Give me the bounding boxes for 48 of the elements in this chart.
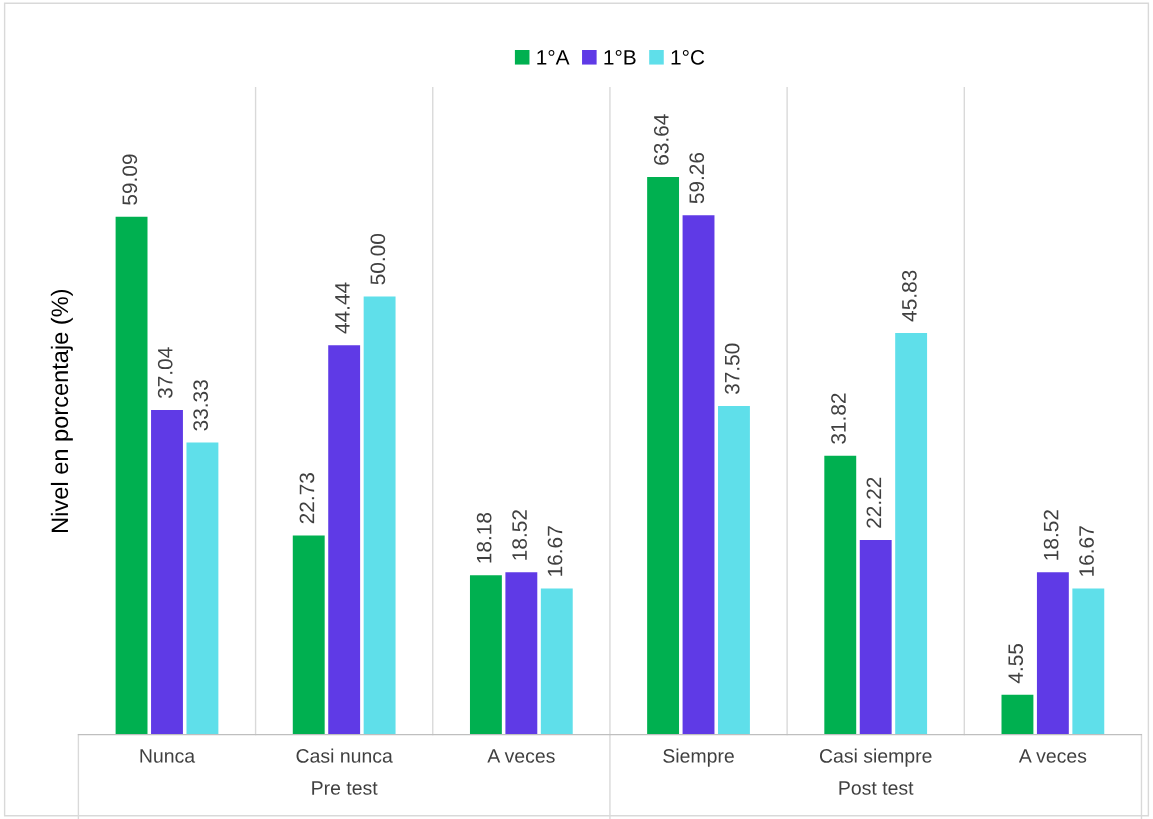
bar [1036,572,1069,735]
data-label: 45.83 [901,270,917,322]
data-label: 63.64 [653,114,669,165]
bar [363,296,396,735]
bar [328,345,361,735]
text: Post test [839,781,914,795]
bar [186,442,219,735]
bar [718,405,750,735]
data-label: 22.22 [866,477,882,528]
x-tick-label: Casi siempre [819,748,932,767]
data-label: 44.44 [335,282,350,334]
y-axis-title: Nivel en porcentaje (%) [50,289,73,532]
bar [682,215,715,735]
data-label: 33.33 [193,380,209,431]
data-label: 31.82 [831,393,846,444]
text: Pre test [312,781,378,795]
data-label: 59.26 [689,152,705,204]
x-tick-label: Siempre [663,748,734,767]
bar [292,535,325,735]
data-label: 18.52 [512,510,527,560]
data-label: 50.00 [370,233,386,285]
bar [151,410,183,735]
bar [859,539,892,735]
bar [1072,588,1105,735]
data-label: 37.50 [724,343,740,395]
data-label: 18.18 [476,512,492,563]
bar [647,176,680,735]
bar [115,216,148,735]
legend-label: 1°C [671,50,705,65]
data-label: 18.52 [1043,510,1059,560]
x-tick-label: Casi nunca [296,748,393,763]
data-label: 4.55 [1008,643,1024,684]
data-label: 22.73 [299,473,315,524]
legend-label: 1°B [604,50,636,65]
bar [1001,694,1034,735]
x-tick-label: Nunca [140,749,196,763]
data-label: 16.67 [547,526,563,576]
bar [469,575,502,735]
bar [824,455,857,735]
data-label: 37.04 [157,347,173,399]
x-tick-label: A veces [487,749,555,763]
data-label: 16.67 [1079,526,1094,576]
bar [895,332,928,735]
x-tick-label: A veces [1018,749,1087,763]
bar [505,572,538,735]
legend-label: 1°A [537,50,570,65]
data-label: 59.09 [122,154,138,205]
bar [540,588,573,735]
